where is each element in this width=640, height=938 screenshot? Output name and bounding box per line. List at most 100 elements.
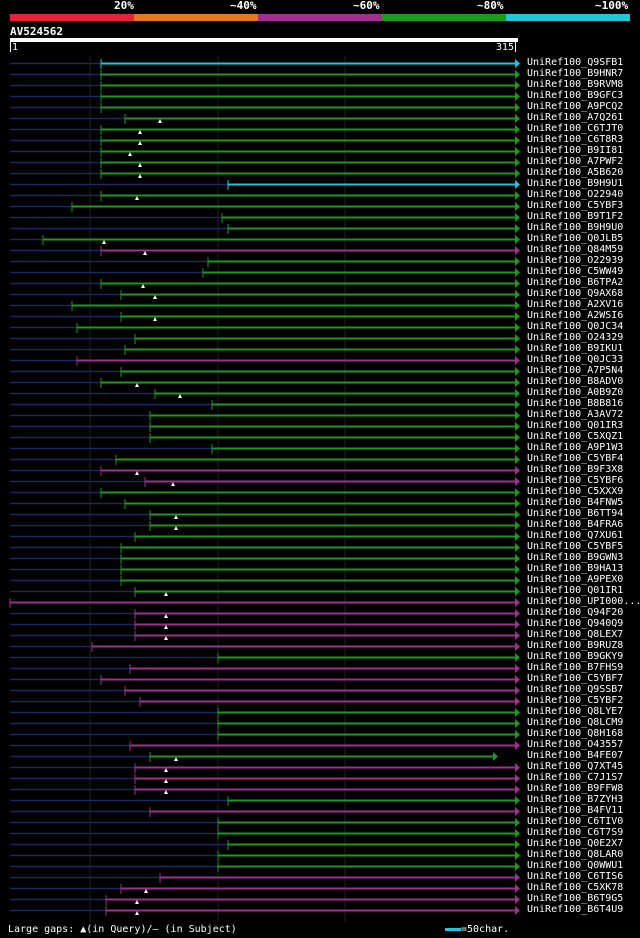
hit-label[interactable]: UniRef100_A0B9Z0 <box>527 387 624 398</box>
hit-label[interactable]: UniRef100_B9RUZ8 <box>527 640 624 651</box>
hit-label[interactable]: UniRef100_C6T7S9 <box>527 827 624 838</box>
hit-label[interactable]: UniRef100_C6TJT0 <box>527 123 624 134</box>
hit-label[interactable]: UniRef100_Q8LAR0 <box>527 849 624 860</box>
hit-row[interactable]: UniRef100_B9FFW8 <box>0 783 640 796</box>
hit-row[interactable]: UniRef100_C6TIS6 <box>0 871 640 884</box>
hit-row[interactable]: UniRef100_B7ZYH3 <box>0 794 640 807</box>
hit-label[interactable]: UniRef100_B6T4U9 <box>527 904 624 915</box>
hit-row[interactable]: UniRef100_UPI000... <box>0 596 640 609</box>
hit-row[interactable]: UniRef100_Q84M59 <box>0 244 640 257</box>
hit-row[interactable]: UniRef100_C5WW49 <box>0 266 640 279</box>
hit-row[interactable]: UniRef100_Q9AX68 <box>0 288 640 301</box>
hit-row[interactable]: UniRef100_Q01IR1 <box>0 585 640 598</box>
hit-label[interactable]: UniRef100_A2XV16 <box>527 299 624 310</box>
hit-label[interactable]: UniRef100_Q84M59 <box>527 244 624 255</box>
hit-row[interactable]: UniRef100_B6TT94 <box>0 508 640 521</box>
hit-label[interactable]: UniRef100_C5XK78 <box>527 882 624 893</box>
hit-row[interactable]: UniRef100_A9P1W3 <box>0 442 640 455</box>
hit-label[interactable]: UniRef100_A5B620 <box>527 167 624 178</box>
hit-row[interactable]: UniRef100_B8B816 <box>0 398 640 411</box>
hit-row[interactable]: UniRef100_Q01IR3 <box>0 420 640 433</box>
hit-label[interactable]: UniRef100_A7P5N4 <box>527 365 624 376</box>
hit-row[interactable]: UniRef100_B9RUZ8 <box>0 640 640 653</box>
hit-label[interactable]: UniRef100_Q0JC34 <box>527 321 624 332</box>
hit-label[interactable]: UniRef100_B9FFW8 <box>527 783 624 794</box>
hit-row[interactable]: UniRef100_O43557 <box>0 739 640 752</box>
hit-row[interactable]: UniRef100_C5XK78 <box>0 882 640 895</box>
hit-label[interactable]: UniRef100_Q8LCM9 <box>527 717 624 728</box>
hit-label[interactable]: UniRef100_Q9SFB1 <box>527 57 624 68</box>
hit-label[interactable]: UniRef100_O22939 <box>527 255 624 266</box>
hit-row[interactable]: UniRef100_C5YBF4 <box>0 453 640 466</box>
hit-label[interactable]: UniRef100_B6TT94 <box>527 508 624 519</box>
hit-row[interactable]: UniRef100_Q9SSB7 <box>0 684 640 697</box>
hit-row[interactable]: UniRef100_B9II81 <box>0 145 640 158</box>
hit-label[interactable]: UniRef100_Q8H168 <box>527 728 624 739</box>
hit-row[interactable]: UniRef100_A9PCQ2 <box>0 101 640 114</box>
hit-label[interactable]: UniRef100_B9II81 <box>527 145 624 156</box>
hit-row[interactable]: UniRef100_B4FRA6 <box>0 519 640 532</box>
hit-row[interactable]: UniRef100_O24329 <box>0 332 640 345</box>
hit-label[interactable]: UniRef100_B4FV11 <box>527 805 624 816</box>
hit-row[interactable]: UniRef100_B9IKU1 <box>0 343 640 356</box>
hit-row[interactable]: UniRef100_A5B620 <box>0 167 640 180</box>
hit-row[interactable]: UniRef100_B6T4U9 <box>0 904 640 917</box>
hit-row[interactable]: UniRef100_Q8LAR0 <box>0 849 640 862</box>
hit-label[interactable]: UniRef100_B9GKY9 <box>527 651 624 662</box>
hit-label[interactable]: UniRef100_C5YBF2 <box>527 695 624 706</box>
hit-row[interactable]: UniRef100_A7PWF2 <box>0 156 640 169</box>
hit-row[interactable]: UniRef100_B7FHS9 <box>0 662 640 675</box>
hit-row[interactable]: UniRef100_C5YBF6 <box>0 475 640 488</box>
hit-row[interactable]: UniRef100_C5XQZ1 <box>0 431 640 444</box>
hit-label[interactable]: UniRef100_A9P1W3 <box>527 442 624 453</box>
hit-row[interactable]: UniRef100_Q940Q9 <box>0 618 640 631</box>
hit-row[interactable]: UniRef100_A2WSI6 <box>0 310 640 323</box>
hit-label[interactable]: UniRef100_C5YBF5 <box>527 541 624 552</box>
hit-row[interactable]: UniRef100_A7P5N4 <box>0 365 640 378</box>
hit-label[interactable]: UniRef100_Q01IR1 <box>527 585 624 596</box>
hit-label[interactable]: UniRef100_C5WW49 <box>527 266 624 277</box>
hit-row[interactable]: UniRef100_Q8LCM9 <box>0 717 640 730</box>
hit-label[interactable]: UniRef100_A2WSI6 <box>527 310 624 321</box>
hit-row[interactable]: UniRef100_Q94F20 <box>0 607 640 620</box>
hit-row[interactable]: UniRef100_C5XXX9 <box>0 486 640 499</box>
hit-row[interactable]: UniRef100_O22939 <box>0 255 640 268</box>
hit-row[interactable]: UniRef100_B9H9U0 <box>0 222 640 235</box>
hit-label[interactable]: UniRef100_C5YBF6 <box>527 475 624 486</box>
hit-row[interactable]: UniRef100_C5YBF3 <box>0 200 640 213</box>
hit-row[interactable]: UniRef100_C6TJT0 <box>0 123 640 136</box>
hit-row[interactable]: UniRef100_B9H9U1 <box>0 178 640 191</box>
hit-label[interactable]: UniRef100_Q7XU61 <box>527 530 624 541</box>
hit-row[interactable]: UniRef100_Q0JLB5 <box>0 233 640 246</box>
hit-label[interactable]: UniRef100_Q0E2X7 <box>527 838 624 849</box>
hit-row[interactable]: UniRef100_Q7XU61 <box>0 530 640 543</box>
hit-row[interactable]: UniRef100_A9PEX0 <box>0 574 640 587</box>
hit-row[interactable]: UniRef100_A7Q261 <box>0 112 640 125</box>
hit-row[interactable]: UniRef100_B9GWN3 <box>0 552 640 565</box>
hit-label[interactable]: UniRef100_B9H9U0 <box>527 222 624 233</box>
hit-label[interactable]: UniRef100_Q9AX68 <box>527 288 624 299</box>
hit-label[interactable]: UniRef100_B9HA13 <box>527 563 624 574</box>
hit-row[interactable]: UniRef100_B9HNR7 <box>0 68 640 81</box>
hit-label[interactable]: UniRef100_B8B816 <box>527 398 624 409</box>
hit-row[interactable]: UniRef100_Q9SFB1 <box>0 57 640 70</box>
hit-label[interactable]: UniRef100_C5XQZ1 <box>527 431 624 442</box>
hit-row[interactable]: UniRef100_C5YBF5 <box>0 541 640 554</box>
hit-label[interactable]: UniRef100_Q94F20 <box>527 607 624 618</box>
hit-row[interactable]: UniRef100_Q7XT45 <box>0 761 640 774</box>
hit-label[interactable]: UniRef100_Q01IR3 <box>527 420 624 431</box>
hit-label[interactable]: UniRef100_Q0JC33 <box>527 354 624 365</box>
hit-row[interactable]: UniRef100_B9T1F2 <box>0 211 640 224</box>
hit-row[interactable]: UniRef100_B4FE07 <box>0 750 640 763</box>
hit-label[interactable]: UniRef100_Q8LYE7 <box>527 706 624 717</box>
hit-row[interactable]: UniRef100_B9GKY9 <box>0 651 640 664</box>
hit-row[interactable]: UniRef100_B4FNW5 <box>0 497 640 510</box>
hit-label[interactable]: UniRef100_Q7XT45 <box>527 761 624 772</box>
hit-row[interactable]: UniRef100_Q0JC33 <box>0 354 640 367</box>
hit-row[interactable]: UniRef100_B4FV11 <box>0 805 640 818</box>
hit-row[interactable]: UniRef100_B9RVM8 <box>0 79 640 92</box>
hit-label[interactable]: UniRef100_Q9SSB7 <box>527 684 624 695</box>
hit-label[interactable]: UniRef100_B6T9G5 <box>527 893 624 904</box>
hit-row[interactable]: UniRef100_Q0WWU1 <box>0 860 640 873</box>
hit-label[interactable]: UniRef100_B9HNR7 <box>527 68 624 79</box>
